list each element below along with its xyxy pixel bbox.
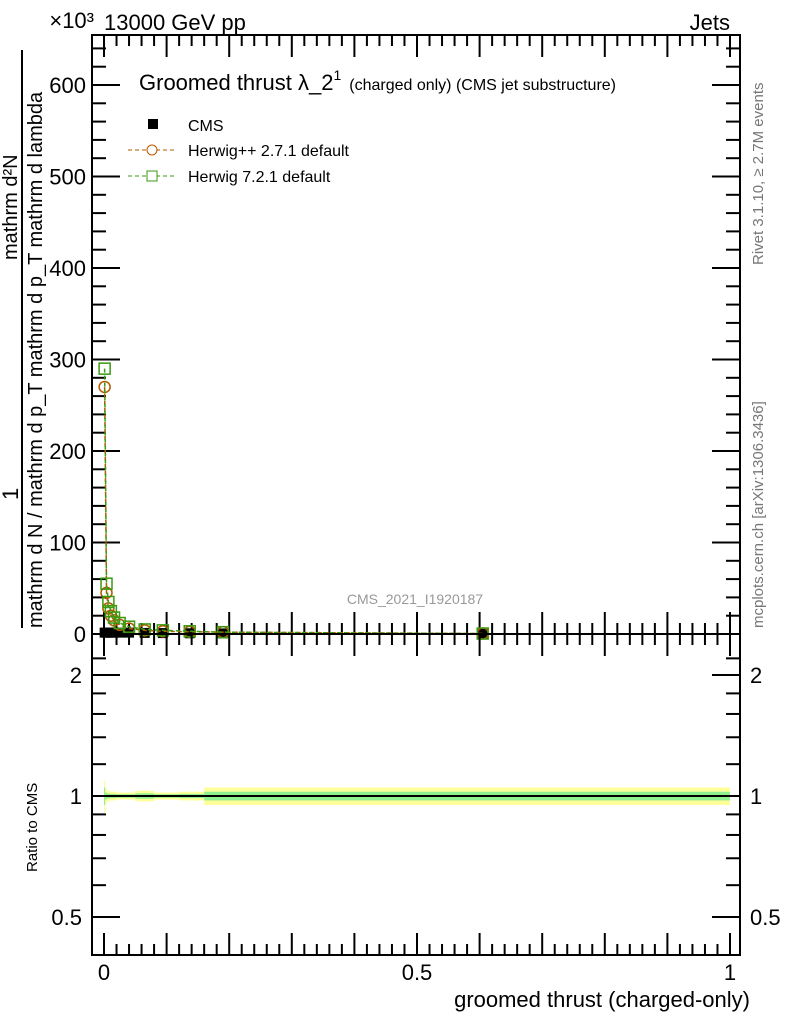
herwig7-point [113,616,126,630]
cms-data-point [109,627,120,638]
rivet-label: Rivet 3.1.10, ≥ 2.7M events [750,83,767,266]
legend-herwig7-marker [146,170,158,182]
ratio-y-tick-label: 0.5 [51,905,82,930]
herwig7-point [100,577,113,590]
y-tick-label: 400 [49,256,86,281]
header-right: Jets [690,10,730,35]
mcplots-label: mcplots.cern.ch [arXiv:1306.3436] [750,401,767,628]
herwig7-point [216,625,230,639]
ratio-y-tick-label: 2 [70,663,82,688]
ylabel-numerator: mathrm d²N [0,154,22,260]
legend-cms-marker [148,119,158,129]
header-left: 13000 GeV pp [104,10,246,35]
ratio-y-tick-label: 1 [70,784,82,809]
cms-data-point [139,627,150,638]
herwig7-point [104,604,118,618]
herwig7-point [183,625,197,638]
ratio-y-tick-label-right: 0.5 [750,905,781,930]
herwig7-point [156,624,170,637]
ratio-y-tick-label-right: 2 [750,663,762,688]
x-tick-label: 0 [98,960,110,985]
y-tick-label: 600 [49,73,86,98]
series-line-herwig7 [103,368,483,635]
legend-herwigpp-marker [146,144,158,156]
x-tick-label: 0.5 [402,960,433,985]
ylabel-top: 1 [0,488,23,500]
x-tick-label: 1 [724,960,736,985]
cms-data-point [114,627,125,638]
y-tick-label: 500 [49,165,86,190]
y-tick-label: 100 [49,531,86,556]
herwig7-point [98,362,111,375]
herwig7-point [122,620,136,633]
legend-herwigpp-label: Herwig++ 2.7.1 default [188,143,350,160]
x-axis-label: groomed thrust (charged-only) [454,987,750,1012]
ylabel-denominator: mathrm d N / mathrm d p_T mathrm d p_T m… [25,91,47,628]
legend-cms-label: CMS [188,118,224,135]
legend-herwig7-label: Herwig 7.2.1 default [188,169,331,186]
plot-title: Groomed thrust λ_21(charged only) (CMS j… [139,67,616,95]
y-tick-label: 200 [49,439,86,464]
ratio-ylabel: Ratio to CMS [24,783,41,872]
ratio-y-tick-label-right: 1 [750,784,762,809]
y-tick-label: 0 [74,622,86,647]
legend: CMS Herwig++ 2.7.1 default Herwig 7.2.1 … [128,118,350,186]
scale-label: ×10³ [49,8,94,33]
herwig7-point [102,595,115,609]
analysis-watermark: CMS_2021_I1920187 [347,591,483,607]
y-tick-label: 300 [49,348,86,373]
